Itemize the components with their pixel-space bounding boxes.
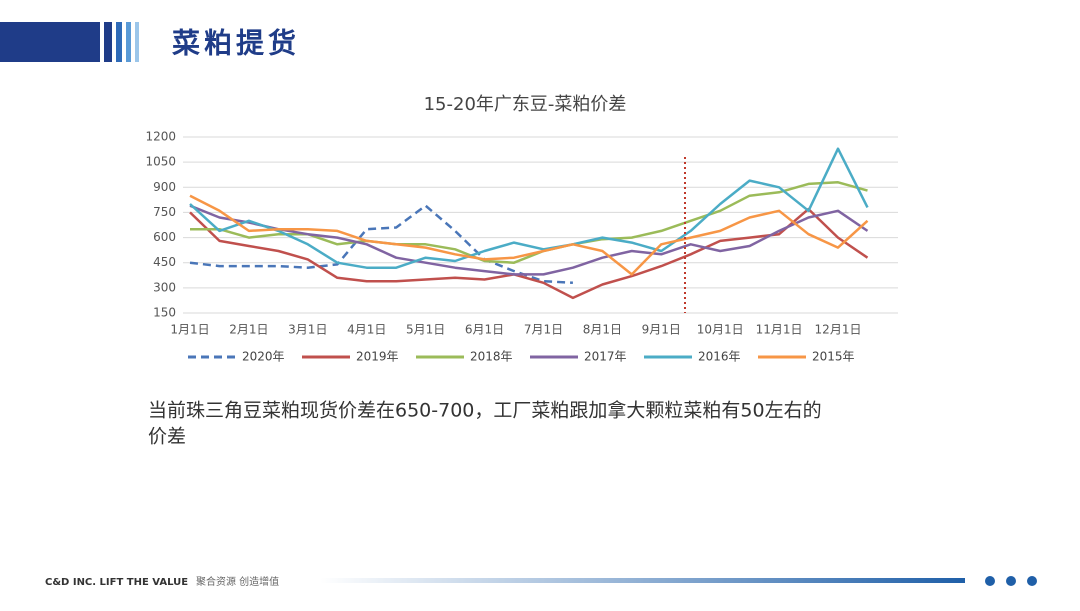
x-tick-label: 6月1日 <box>465 323 504 337</box>
x-tick-label: 5月1日 <box>406 323 445 337</box>
chart-title: 15-20年广东豆-菜粕价差 <box>424 94 627 115</box>
series-line <box>189 207 869 300</box>
x-tick-label: 9月1日 <box>642 323 681 337</box>
x-tick-label: 1月1日 <box>170 323 209 337</box>
footer-dots <box>985 576 1037 586</box>
series-line <box>189 204 869 276</box>
series-line <box>189 194 869 276</box>
series-line <box>189 147 869 269</box>
y-tick-label: 1050 <box>145 155 176 169</box>
plot: 150 300 450 600 750 900 1050 1200 1月1日 2月1日 3月1日 4月… <box>145 130 898 364</box>
body-text: 价差 <box>148 426 186 448</box>
footer-bar <box>320 578 965 583</box>
x-tick-label: 3月1日 <box>288 323 327 337</box>
y-tick-label: 900 <box>153 180 176 194</box>
header-stripes <box>0 22 139 62</box>
y-tick-label: 750 <box>153 205 176 219</box>
legend-label: 2020年 <box>242 350 285 364</box>
series-line <box>189 204 573 285</box>
legend-label: 2017年 <box>584 350 627 364</box>
x-tick-label: 4月1日 <box>347 323 386 337</box>
legend-label: 2018年 <box>470 350 513 364</box>
y-tick-label: 300 <box>153 280 176 294</box>
x-tick-label: 2月1日 <box>229 323 268 337</box>
x-tick-label: 7月1日 <box>524 323 563 337</box>
slide-title: 菜粕提货 <box>172 27 300 60</box>
y-tick-label: 450 <box>153 255 176 269</box>
footer-slogan: 聚合资源 创造增值 <box>196 575 279 588</box>
legend-label: 2015年 <box>812 350 855 364</box>
x-tick-label: 12月1日 <box>815 323 862 337</box>
series-line <box>190 181 868 264</box>
legend-label: 2019年 <box>356 350 399 364</box>
legend-label: 2016年 <box>698 350 741 364</box>
y-tick-label: 1200 <box>145 130 176 144</box>
x-tick-label: 8月1日 <box>583 323 622 337</box>
x-tick-label: 11月1日 <box>756 323 803 337</box>
y-tick-label: 150 <box>153 306 176 320</box>
y-tick-label: 600 <box>153 230 176 244</box>
x-tick-label: 10月1日 <box>697 323 744 337</box>
body-text: 当前珠三角豆菜粕现货价差在650-700，工厂菜粕跟加拿大颗粒菜粕有50左右的 <box>148 399 822 422</box>
footer-company: C&D INC. LIFT THE VALUE <box>45 577 188 588</box>
